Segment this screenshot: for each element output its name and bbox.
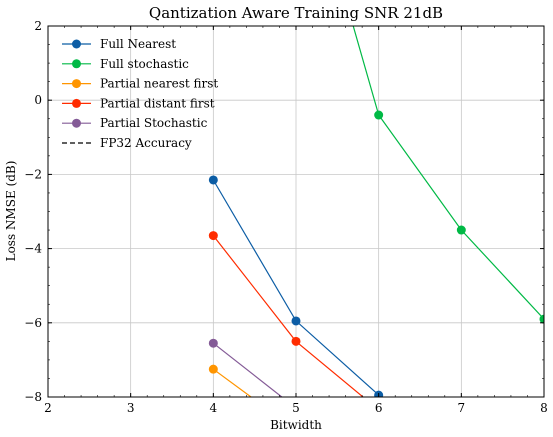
data-point [208,364,218,374]
y-tick-label: −6 [24,316,42,330]
x-tick-label: 5 [292,401,300,415]
data-point [208,338,218,348]
legend-item: Partial distant first [62,96,215,110]
y-tick-label: −2 [24,167,42,181]
ticks: 2 3 4 5 6 7 8 2 0 −2 −4 −6 −8 [24,19,548,415]
x-tick-label: 8 [540,401,548,415]
legend-swatch-marker [72,39,81,49]
chart-title: Qantization Aware Training SNR 21dB [149,4,443,22]
x-tick-label: 7 [458,401,466,415]
series-line-5 [212,342,283,397]
legend-label: FP32 Accuracy [100,136,192,150]
legend-item: Full Nearest [62,37,176,51]
x-axis-title: Bitwidth [270,418,322,432]
data-point [208,175,218,185]
x-tick-label: 6 [375,401,383,415]
data-point [267,407,276,416]
legend-swatch-marker [72,59,81,69]
data-point [208,231,218,241]
legend-item: Full stochastic [62,57,189,71]
series-line-2 [352,26,544,320]
y-tick-label: −4 [24,242,42,256]
series-line-3 [212,368,253,397]
legend-label: Full stochastic [100,57,189,71]
x-tick-label: 2 [44,401,52,415]
legend-label: Full Nearest [100,37,176,51]
data-point [291,336,301,346]
legend-label: Partial Stochastic [100,116,208,130]
data-point [291,316,301,326]
legend-label: Partial nearest first [100,77,218,91]
legend-item: Partial nearest first [62,77,218,91]
data-point [456,225,466,235]
data-point [374,110,384,120]
legend-swatch-marker [72,98,81,108]
legend-swatch-marker [72,118,81,128]
legend-item: FP32 Accuracy [62,136,192,150]
legend-item: Partial Stochastic [62,116,208,130]
y-tick-label: 0 [34,93,42,107]
legend: Full Nearest Full stochastic Partial neare… [62,37,218,150]
legend-label: Partial distant first [100,96,215,110]
y-tick-label: 2 [34,19,42,33]
y-tick-label: −8 [24,390,42,404]
legend-swatch-marker [72,79,81,89]
x-tick-label: 3 [127,401,135,415]
x-tick-label: 4 [210,401,218,415]
y-axis-title: Loss NMSE (dB) [4,161,18,262]
data-point [539,314,544,324]
